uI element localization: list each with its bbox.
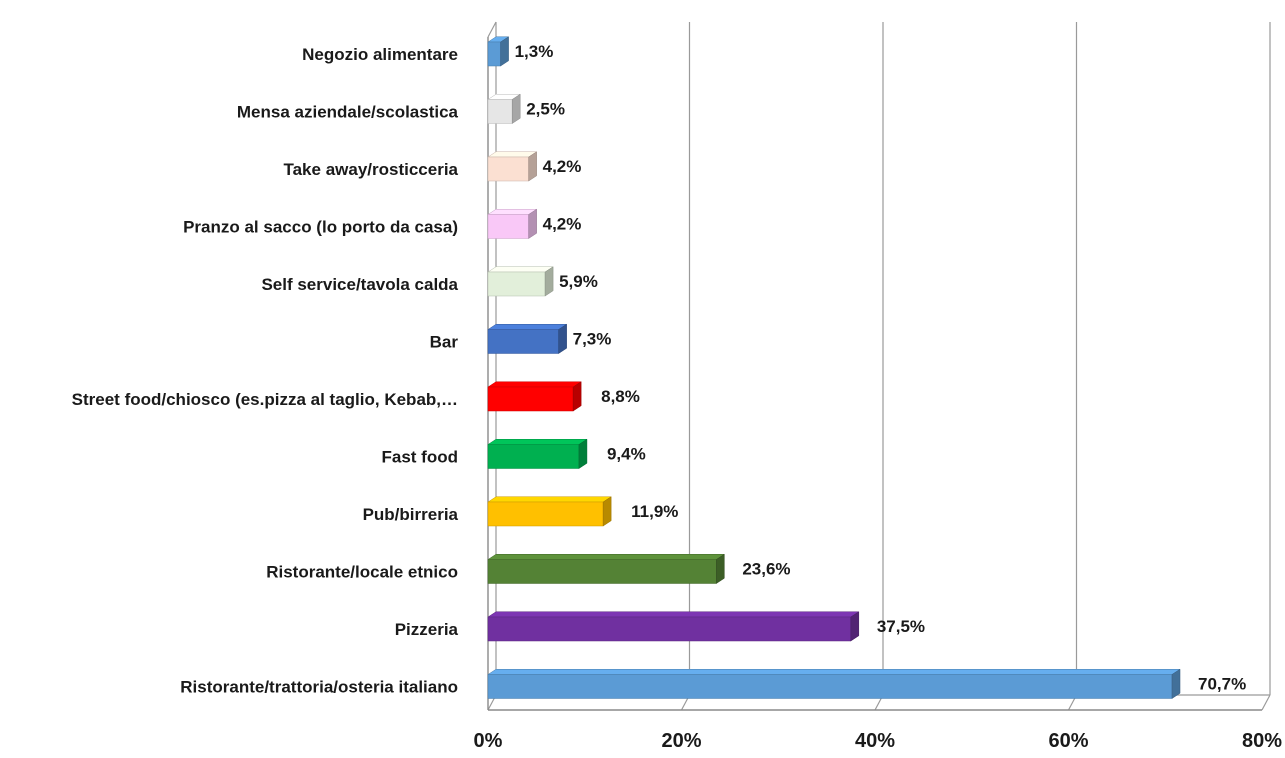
category-label: Take away/rosticceria bbox=[283, 160, 458, 179]
wall-top-edge bbox=[487, 21, 497, 38]
bar-side-face bbox=[528, 208, 537, 239]
bar-side-face bbox=[528, 151, 537, 182]
data-label: 37,5% bbox=[877, 617, 925, 636]
bar bbox=[487, 674, 1173, 699]
data-label: 2,5% bbox=[526, 100, 565, 119]
bar-top-face bbox=[487, 496, 612, 503]
bar-side-face bbox=[572, 381, 582, 412]
category-label: Bar bbox=[430, 333, 459, 352]
bar-top-face bbox=[487, 266, 554, 273]
data-label: 23,6% bbox=[742, 560, 790, 579]
data-label: 4,2% bbox=[543, 215, 582, 234]
bar bbox=[487, 271, 546, 297]
category-label: Mensa aziendale/scolastica bbox=[237, 103, 459, 122]
x-tick-label: 20% bbox=[661, 730, 701, 752]
floor-tick bbox=[1261, 694, 1271, 711]
bar-side-face bbox=[602, 496, 612, 527]
labels: 0% 20% 40% 60% 80% Negozio alimentare 1,3% Mens… bbox=[72, 42, 1283, 752]
bar-top-face bbox=[487, 554, 726, 560]
bar-top-face bbox=[487, 151, 538, 158]
bar-side-face bbox=[850, 611, 860, 642]
bar-top-face bbox=[487, 611, 860, 618]
x-tick-label: 0% bbox=[474, 730, 503, 752]
category-label: Pizzeria bbox=[395, 620, 459, 639]
category-label: Ristorante/trattoria/osteria italiano bbox=[180, 678, 458, 697]
bar-side-face bbox=[544, 266, 554, 297]
bar-top-face bbox=[487, 439, 588, 445]
bar-side-face bbox=[500, 36, 509, 67]
category-label: Ristorante/locale etnico bbox=[266, 563, 458, 582]
axes bbox=[487, 21, 1270, 711]
bars bbox=[487, 36, 1181, 699]
bar-side-face bbox=[1171, 668, 1181, 699]
data-label: 7,3% bbox=[573, 330, 612, 349]
data-label: 9,4% bbox=[607, 445, 646, 464]
data-label: 11,9% bbox=[631, 502, 678, 521]
bar-side-face bbox=[558, 323, 567, 354]
bar-top-face bbox=[487, 381, 582, 388]
data-label: 4,2% bbox=[543, 157, 582, 176]
bar-top-face bbox=[487, 209, 538, 215]
bar bbox=[487, 444, 580, 469]
bar bbox=[487, 501, 604, 527]
bar-top-face bbox=[487, 324, 568, 330]
bar bbox=[487, 99, 513, 124]
bar bbox=[487, 156, 529, 182]
data-label: 5,9% bbox=[559, 272, 598, 291]
data-label: 70,7% bbox=[1198, 675, 1246, 694]
bar bbox=[487, 41, 501, 67]
bar-side-face bbox=[716, 553, 725, 584]
x-tick-label: 40% bbox=[855, 730, 895, 752]
bar bbox=[487, 214, 529, 239]
bar-side-face bbox=[578, 438, 588, 469]
bar bbox=[487, 386, 574, 412]
bar bbox=[487, 329, 559, 354]
category-label: Pub/birreria bbox=[363, 505, 459, 524]
category-label: Self service/tavola calda bbox=[261, 275, 458, 294]
data-label: 1,3% bbox=[515, 42, 554, 61]
x-tick-label: 60% bbox=[1048, 730, 1088, 752]
x-tick-label: 80% bbox=[1242, 730, 1282, 752]
category-label: Fast food bbox=[382, 448, 459, 467]
category-label: Street food/chiosco (es.pizza al taglio,… bbox=[72, 390, 458, 409]
grid-lines bbox=[487, 22, 1271, 711]
bar bbox=[487, 616, 852, 642]
category-label: Negozio alimentare bbox=[302, 45, 458, 64]
bar bbox=[487, 559, 717, 584]
bar-side-face bbox=[511, 93, 521, 124]
bar-top-face bbox=[487, 669, 1181, 675]
data-label: 8,8% bbox=[601, 387, 640, 406]
category-label: Pranzo al sacco (lo porto da casa) bbox=[183, 218, 458, 237]
